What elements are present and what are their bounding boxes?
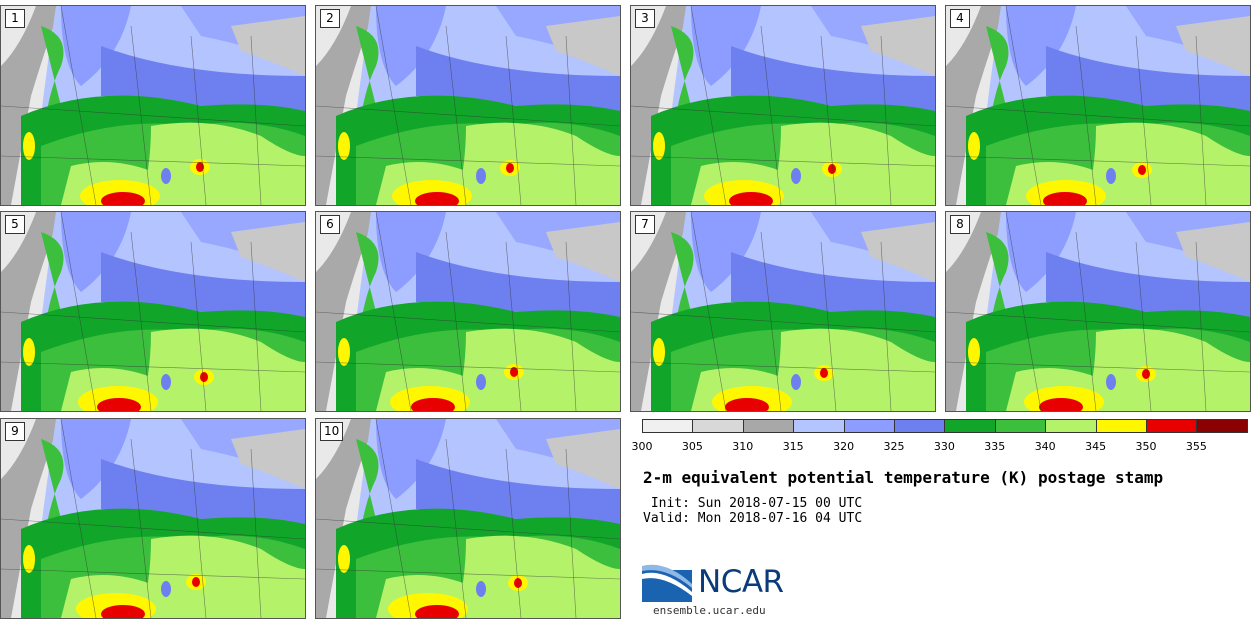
colorbar-tick-label: 345 — [1085, 440, 1107, 453]
colorbar-tick-label: 310 — [732, 440, 754, 453]
colorbar-swatch — [793, 419, 845, 433]
panel-number-label: 5 — [5, 215, 25, 234]
init-time: Init: Sun 2018-07-15 00 UTC — [643, 496, 863, 511]
map-panel: 6 — [315, 211, 621, 412]
colorbar-tick-label: 335 — [984, 440, 1006, 453]
valid-time: Valid: Mon 2018-07-16 04 UTC — [643, 511, 863, 526]
map-field — [946, 6, 1250, 205]
colorbar-swatch — [894, 419, 946, 433]
colorbar-swatch — [944, 419, 996, 433]
page-title: 2-m equivalent potential temperature (K)… — [643, 468, 1164, 487]
ncar-swoosh-icon — [642, 564, 692, 602]
map-field — [631, 6, 935, 205]
colorbar-tick-label: 330 — [933, 440, 955, 453]
ncar-logo: NCAR — [642, 562, 784, 606]
colorbar-swatch — [1095, 419, 1147, 433]
panel-number-label: 7 — [635, 215, 655, 234]
colorbar-swatch — [1045, 419, 1097, 433]
colorbar-tick-label: 325 — [883, 440, 905, 453]
panel-number-label: 3 — [635, 9, 655, 28]
map-panel: 3 — [630, 5, 936, 206]
colorbar-tick-label: 350 — [1135, 440, 1157, 453]
map-panel: 2 — [315, 5, 621, 206]
colorbar-tick-label: 315 — [782, 440, 804, 453]
panel-number-label: 2 — [320, 9, 340, 28]
map-field — [946, 212, 1250, 411]
map-field — [316, 419, 620, 618]
map-panel: 4 — [945, 5, 1251, 206]
panel-number-label: 10 — [320, 422, 344, 441]
colorbar-swatch — [994, 419, 1047, 433]
colorbar-swatch — [692, 419, 744, 433]
colorbar-swatch — [642, 419, 694, 433]
colorbar-swatch — [1196, 419, 1248, 433]
map-panel: 9 — [0, 418, 306, 619]
panel-number-label: 4 — [950, 9, 970, 28]
map-panel: 10 — [315, 418, 621, 619]
map-field — [1, 212, 305, 411]
colorbar-swatch — [742, 419, 795, 433]
site-url: ensemble.ucar.edu — [653, 604, 766, 617]
colorbar-tick-label: 300 — [631, 440, 653, 453]
map-panel: 8 — [945, 211, 1251, 412]
map-field — [1, 419, 305, 618]
colorbar-tick-label: 305 — [681, 440, 703, 453]
map-field — [631, 212, 935, 411]
panel-number-label: 6 — [320, 215, 340, 234]
colorbar-tick-label: 340 — [1034, 440, 1056, 453]
map-field — [1, 6, 305, 205]
map-field — [316, 212, 620, 411]
panel-number-label: 9 — [5, 422, 25, 441]
colorbar-swatch — [1146, 419, 1198, 433]
colorbar-tick-label: 320 — [833, 440, 855, 453]
map-field — [316, 6, 620, 205]
colorbar-tick-label: 355 — [1185, 440, 1207, 453]
colorbar-swatch — [843, 419, 895, 433]
panel-number-label: 8 — [950, 215, 970, 234]
map-panel: 5 — [0, 211, 306, 412]
logo-text: NCAR — [698, 564, 784, 600]
map-panel: 1 — [0, 5, 306, 206]
map-panel: 7 — [630, 211, 936, 412]
panel-number-label: 1 — [5, 9, 25, 28]
